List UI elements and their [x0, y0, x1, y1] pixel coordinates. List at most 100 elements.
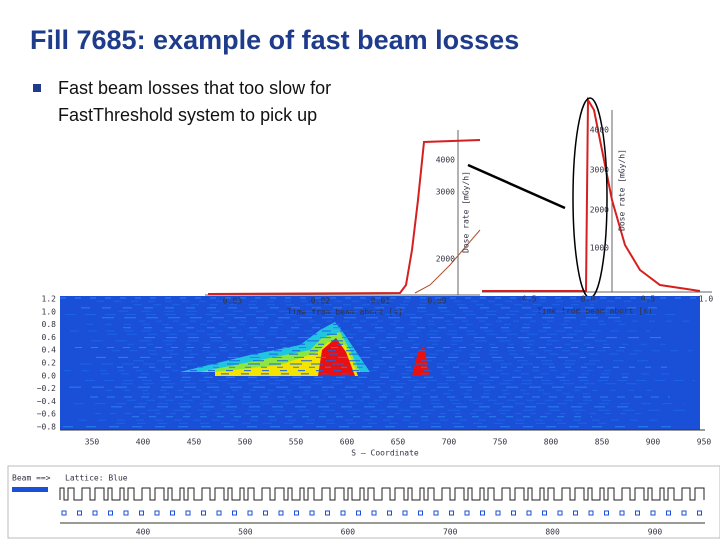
- tick-label: 900: [646, 438, 661, 447]
- lattice-marker: [201, 510, 206, 516]
- lattice-marker: [170, 510, 175, 516]
- tick-label: −0.4: [37, 397, 56, 406]
- tick-label: 4000: [436, 156, 455, 165]
- lattice-marker: [232, 510, 237, 516]
- lattice-marker: [619, 510, 625, 516]
- slide-title: Fill 7685: example of fast beam losses: [30, 25, 519, 55]
- tick-label: 350: [85, 438, 100, 447]
- lattice-marker: [681, 510, 687, 516]
- lattice-marker: [449, 510, 454, 516]
- tick-label: 800: [545, 528, 560, 537]
- beam-swatch: [12, 487, 48, 492]
- lattice-marker: [108, 510, 113, 516]
- lattice-marker: [309, 510, 315, 516]
- bullet-text: FastThreshold system to pick up: [58, 105, 317, 125]
- lattice-marker: [464, 510, 470, 516]
- y-axis-label: Dose rate [mGy/h]: [462, 171, 471, 253]
- tick-label: 0.4: [42, 346, 57, 355]
- tick-label: 0.2: [42, 359, 57, 368]
- tick-label: 400: [136, 528, 151, 537]
- lattice-marker: [139, 510, 144, 516]
- lattice-marker: [418, 510, 423, 516]
- zoom-plot: [205, 130, 481, 296]
- tick-label: 1.2: [42, 295, 57, 304]
- tick-label: 3000: [590, 166, 609, 175]
- tick-label: 0.8: [42, 320, 57, 329]
- lattice-marker: [588, 510, 594, 516]
- lattice-marker: [263, 510, 268, 516]
- tick-label: −0.6: [37, 410, 56, 419]
- lattice-marker: [526, 510, 532, 516]
- tick-label: 0.0: [581, 295, 596, 304]
- lattice-marker: [77, 510, 82, 516]
- lattice-marker: [123, 510, 129, 516]
- lattice-marker: [650, 510, 656, 516]
- tick-label: 0.0: [42, 371, 57, 380]
- lattice-marker: [573, 510, 578, 516]
- lattice-marker: [61, 510, 67, 516]
- lattice-marker: [216, 510, 222, 516]
- tick-label: 550: [289, 438, 304, 447]
- x-axis-label: S — Coordinate: [351, 449, 419, 458]
- x-axis-label: Time from beam abort [s]: [287, 308, 403, 317]
- lattice-marker: [604, 510, 609, 516]
- lattice-marker: [356, 510, 361, 516]
- tick-label: 1.0: [42, 307, 57, 316]
- lattice-marker: [185, 510, 191, 516]
- tick-label: 450: [187, 438, 202, 447]
- full-plot: [467, 96, 712, 299]
- tick-label: 3000: [436, 188, 455, 197]
- lattice-marker: [340, 510, 346, 516]
- lattice-marker: [557, 510, 563, 516]
- loss-region: [318, 338, 355, 376]
- tick-label: 500: [238, 528, 253, 537]
- tick-label: 0.5: [641, 295, 656, 304]
- tick-label: −0.8: [37, 423, 56, 432]
- loss-curve: [207, 139, 481, 295]
- tick-label: 4000: [590, 126, 609, 135]
- beam-label: Beam ==>: [12, 474, 51, 483]
- x-axis-label: Time from beam abort [s]: [537, 307, 653, 316]
- lattice-label: Lattice: Blue: [65, 474, 128, 483]
- lattice-wave: [59, 487, 705, 501]
- lattice-marker: [635, 510, 640, 516]
- lattice-marker: [542, 510, 547, 516]
- tick-label: 900: [648, 528, 663, 537]
- lattice-marker: [495, 510, 501, 516]
- lattice-marker: [511, 510, 516, 516]
- lattice-marker: [154, 510, 160, 516]
- loss-curve: [414, 229, 481, 294]
- lattice-marker: [697, 510, 702, 516]
- tick-label: 600: [341, 528, 356, 537]
- lattice-marker: [371, 510, 377, 516]
- heatmap: [60, 296, 705, 431]
- tick-label: −0.2: [37, 384, 56, 393]
- tick-label: -0.03: [218, 297, 242, 306]
- tick-label: 700: [443, 528, 458, 537]
- pointer-line: [467, 163, 566, 210]
- tick-label: 400: [136, 438, 151, 447]
- tick-label: 850: [595, 438, 610, 447]
- tick-label: 800: [544, 438, 559, 447]
- bullet-text: Fast beam losses that too slow for: [58, 78, 331, 98]
- tick-label: 700: [442, 438, 457, 447]
- lattice-marker: [247, 510, 253, 516]
- tick-label: -0.01: [366, 297, 390, 306]
- lattice-marker: [325, 510, 330, 516]
- bullet-marker: [33, 84, 41, 92]
- tick-label: 1.0: [699, 295, 714, 304]
- tick-label: 2000: [590, 206, 609, 215]
- lattice-marker: [387, 510, 392, 516]
- y-axis-label: Dose rate [mGy/h]: [618, 149, 627, 231]
- lattice-marker: [666, 510, 671, 516]
- lattice-marker: [278, 510, 284, 516]
- lattice-marker: [433, 510, 439, 516]
- lattice-marker: [402, 510, 408, 516]
- tick-label: 600: [340, 438, 355, 447]
- tick-label: 650: [391, 438, 406, 447]
- tick-label: 2000: [436, 255, 455, 264]
- lattice-marker: [480, 510, 485, 516]
- tick-label: 1000: [590, 244, 609, 253]
- tick-label: 0.6: [42, 333, 57, 342]
